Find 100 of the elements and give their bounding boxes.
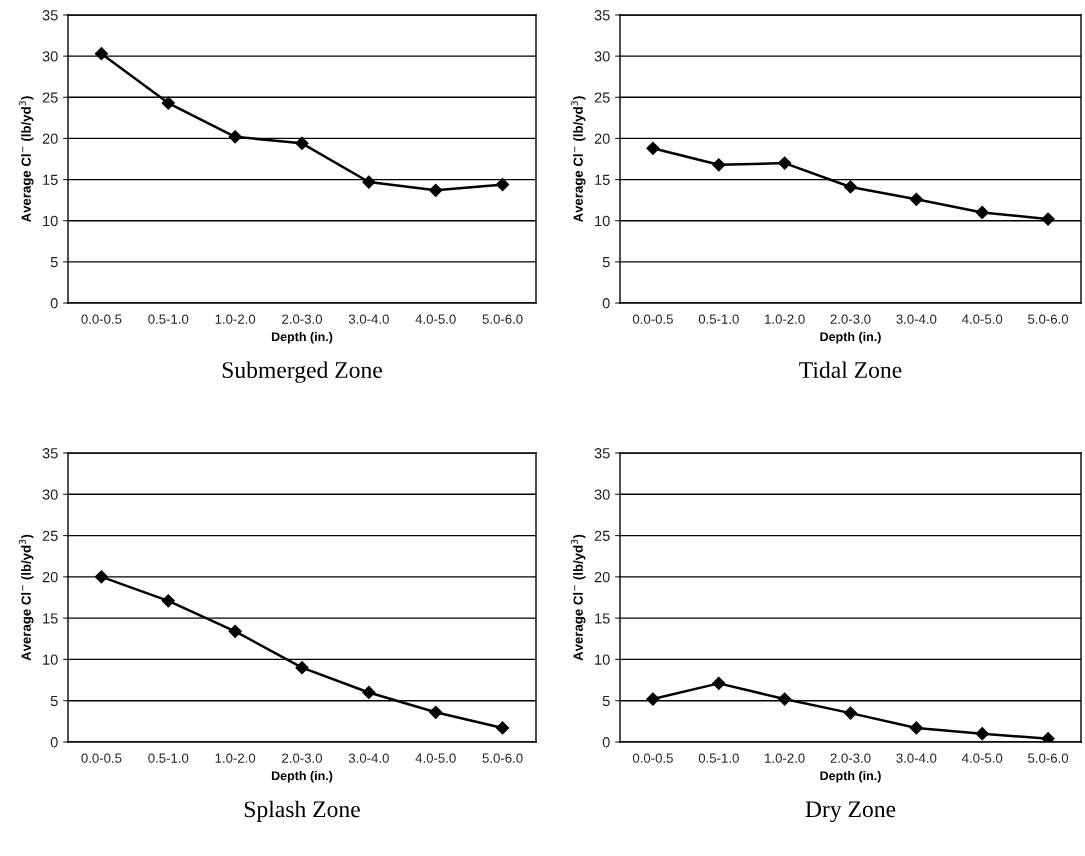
y-tick-label: 30 (594, 489, 610, 500)
y-axis-title: Average Cl$^{−}$ (lb/yd$^{3}$) (570, 96, 586, 223)
x-tick-label: 5.0-6.0 (482, 314, 523, 324)
y-tick-label: 30 (42, 51, 58, 62)
y-tick-label: 15 (595, 174, 610, 185)
y-tick-label: 10 (43, 654, 58, 665)
point (778, 692, 792, 706)
x-tick-label: 4.0-5.0 (961, 314, 1003, 324)
point (228, 624, 242, 638)
x-axis-title: Depth (in.) (271, 770, 333, 783)
y-tick-label: 35 (42, 448, 58, 459)
x-axis-title: Depth (in.) (820, 331, 881, 344)
y-tick-label: 20 (594, 133, 610, 144)
y-tick-label: 35 (42, 10, 58, 21)
x-tick-label: 3.0-4.0 (348, 314, 389, 324)
x-tick-label: 4.0-5.0 (415, 753, 456, 763)
point (975, 727, 989, 741)
text: Tidal Zone (799, 361, 902, 379)
x-tick-label: 4.0-5.0 (961, 753, 1003, 763)
point (495, 177, 510, 192)
y-tick-label: 35 (594, 448, 610, 459)
x-tick-label: 1.0-2.0 (215, 314, 256, 324)
y-axis-title: Average Cl$^{−}$ (lb/yd$^{3}$) (570, 534, 586, 661)
y-tick-label: 25 (42, 92, 58, 103)
y-tick-label: 0 (602, 298, 610, 309)
y-tick-label: 20 (594, 571, 610, 583)
y-tick-label: 30 (594, 51, 610, 62)
point (362, 685, 376, 700)
x-tick-label: 2.0-3.0 (830, 753, 871, 763)
y-tick-label: 0 (50, 298, 58, 309)
x-tick-label: 0.0-0.5 (632, 314, 673, 324)
x-tick-label: 2.0-3.0 (282, 753, 323, 763)
point (295, 136, 309, 150)
point (843, 180, 858, 194)
x-tick-label: 3.0-4.0 (896, 314, 937, 324)
x-tick-label: 0.0-0.5 (81, 753, 122, 763)
point (1041, 212, 1055, 226)
x-tick-label: 5.0-6.0 (1028, 314, 1069, 324)
y-tick-label: 0 (602, 737, 610, 748)
x-tick-label: 1.0-2.0 (765, 753, 805, 763)
x-tick-label: 2.0-3.0 (830, 314, 871, 324)
point (712, 158, 726, 172)
y-tick-label: 15 (43, 613, 58, 624)
y-tick-label: 5 (602, 695, 610, 707)
x-tick-label: 0.5-1.0 (148, 753, 189, 763)
y-tick-label: 5 (50, 695, 58, 707)
point (495, 721, 510, 735)
x-tick-label: 3.0-4.0 (896, 753, 937, 763)
x-tick-label: 0.5-1.0 (148, 314, 189, 324)
point (712, 676, 726, 690)
y-tick-label: 20 (42, 571, 58, 583)
y-tick-label: 25 (42, 530, 58, 541)
point (975, 205, 989, 220)
point (94, 47, 109, 61)
text: Splash Zone (244, 800, 360, 823)
point (909, 192, 923, 206)
x-tick-label: 1.0-2.0 (765, 314, 805, 324)
text: Dry Zone (805, 801, 896, 823)
x-tick-label: 5.0-6.0 (482, 753, 523, 763)
x-tick-label: 1.0-2.0 (215, 753, 256, 763)
point (429, 183, 443, 197)
y-axis-title: Average Cl$^{−}$ (lb/yd$^{3}$) (18, 96, 34, 223)
x-axis-title: Depth (in.) (820, 770, 881, 783)
y-tick-label: 15 (595, 613, 610, 624)
y-tick-label: 10 (595, 215, 610, 227)
point (843, 706, 858, 720)
x-tick-label: 2.0-3.0 (282, 314, 323, 324)
x-tick-label: 3.0-4.0 (348, 753, 389, 763)
point (646, 141, 660, 155)
x-tick-label: 0.5-1.0 (698, 314, 739, 324)
point (295, 661, 309, 675)
x-tick-label: 4.0-5.0 (415, 314, 456, 324)
y-tick-label: 10 (43, 215, 58, 227)
point (909, 721, 923, 735)
text: Submerged Zone (222, 361, 382, 383)
x-tick-label: 0.0-0.5 (632, 753, 673, 763)
y-tick-label: 20 (42, 133, 58, 144)
x-tick-label: 0.0-0.5 (81, 314, 122, 324)
y-tick-label: 10 (595, 654, 610, 665)
y-tick-label: 25 (594, 92, 610, 103)
x-tick-label: 5.0-6.0 (1028, 753, 1069, 763)
point (778, 156, 792, 170)
point (161, 96, 175, 110)
y-tick-label: 15 (43, 174, 58, 185)
x-tick-label: 0.5-1.0 (698, 753, 739, 763)
point (429, 705, 443, 719)
y-axis-title: Average Cl$^{−}$ (lb/yd$^{3}$) (18, 534, 34, 661)
y-tick-label: 0 (50, 737, 58, 748)
y-tick-label: 35 (594, 10, 610, 21)
point (646, 692, 660, 706)
point (228, 130, 242, 144)
x-axis-title: Depth (in.) (271, 331, 333, 344)
y-tick-label: 25 (594, 530, 610, 541)
point (161, 594, 175, 608)
y-tick-label: 5 (50, 257, 58, 268)
y-tick-label: 30 (42, 489, 58, 500)
point (94, 570, 109, 584)
point (1041, 732, 1055, 742)
point (362, 175, 376, 189)
y-tick-label: 5 (602, 257, 610, 268)
